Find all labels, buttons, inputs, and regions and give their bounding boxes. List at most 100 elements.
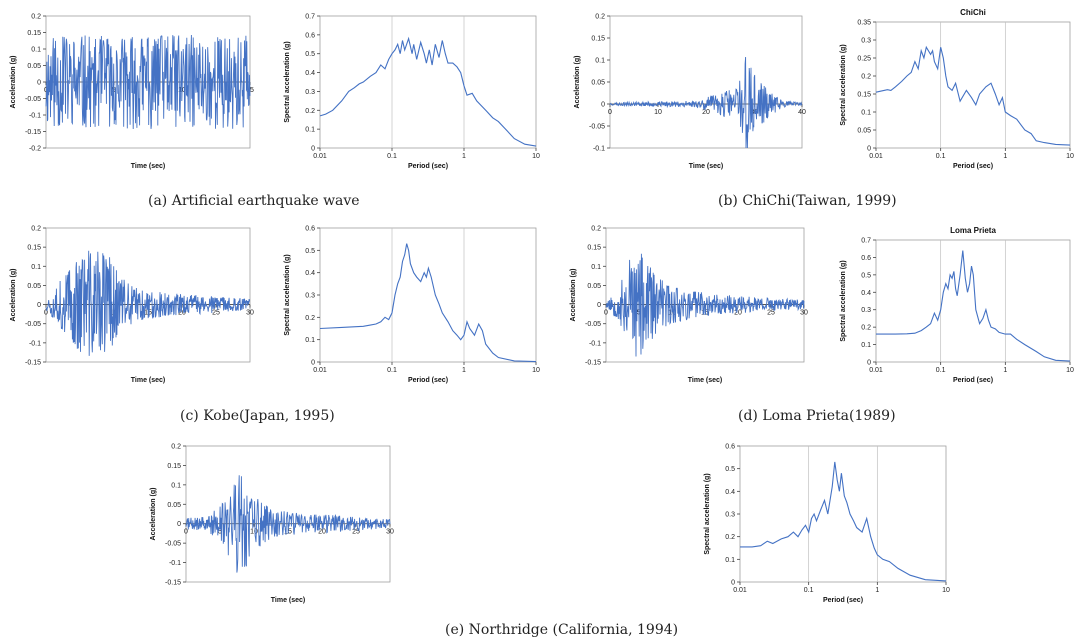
y-axis-label: Acceleration (g) — [10, 56, 17, 109]
plot-area — [875, 239, 1071, 363]
y-tick-label: 0.1 — [305, 127, 315, 134]
x-tick-label: 1 — [462, 153, 466, 160]
x-tick-label: 25 — [767, 310, 775, 317]
y-tick-label: 0.2 — [31, 226, 41, 233]
x-tick-label: 10 — [654, 109, 662, 116]
series-line — [45, 34, 251, 130]
y-tick-label: 0.05 — [27, 283, 41, 290]
y-tick-label: 0.5 — [725, 466, 735, 473]
y-tick-label: 0.15 — [167, 463, 181, 470]
x-tick-label: 10 — [668, 310, 676, 317]
y-tick-label: 0.1 — [171, 482, 181, 489]
x-tick-label: 0.1 — [936, 153, 946, 160]
x-tick-label: 1 — [462, 367, 466, 374]
x-tick-label: 10 — [1066, 153, 1074, 160]
x-tick-label: 10 — [1066, 367, 1074, 374]
chart-e-spectrum: 0 0.1 0.2 0.3 0.4 0.5 0.6 0.01 0.1 1 10 Period (sec… — [704, 444, 950, 605]
y-tick-label: 0 — [311, 146, 315, 153]
series-line — [605, 253, 805, 357]
x-axis-label: Period (sec) — [953, 163, 993, 170]
y-tick-label: 0.2 — [171, 444, 181, 451]
x-tick-label: 1 — [1003, 153, 1007, 160]
y-tick-label: -0.2 — [29, 146, 41, 153]
x-tick-label: 0.01 — [733, 587, 747, 594]
series-line — [319, 36, 537, 147]
plot-area — [875, 21, 1071, 149]
x-axis-label: Period (sec) — [408, 377, 448, 384]
y-tick-label: 0.35 — [857, 20, 871, 27]
y-axis-label: Spectral acceleration (g) — [284, 254, 291, 335]
y-tick-label: -0.15 — [25, 360, 41, 367]
y-tick-label: 0 — [867, 360, 871, 367]
caption-c: (c) Kobe(Japan, 1995) — [180, 408, 335, 424]
chart-title: Loma Prieta — [950, 226, 996, 235]
y-tick-label: 0.15 — [587, 245, 601, 252]
y-tick-label: -0.1 — [593, 146, 605, 153]
y-tick-label: -0.05 — [585, 321, 601, 328]
x-axis-label: Time (sec) — [131, 377, 166, 384]
y-tick-label: 0.15 — [27, 30, 41, 37]
y-axis-label: Acceleration (g) — [570, 269, 577, 322]
y-tick-label: 0.4 — [861, 290, 871, 297]
x-tick-label: 10 — [942, 587, 950, 594]
y-tick-label: 0.5 — [861, 272, 871, 279]
x-axis-label: Period (sec) — [953, 377, 993, 384]
y-tick-label: 0.6 — [305, 32, 315, 39]
y-tick-label: 0 — [177, 521, 181, 528]
x-tick-label: 0.1 — [387, 153, 397, 160]
y-tick-label: 0.6 — [861, 255, 871, 262]
y-tick-label: 0.3 — [725, 512, 735, 519]
y-tick-label: 0.2 — [31, 14, 41, 21]
y-tick-label: 0.3 — [861, 38, 871, 45]
y-tick-label: 0.4 — [725, 489, 735, 496]
y-tick-label: 0.1 — [31, 264, 41, 271]
x-tick-label: 0 — [184, 529, 188, 536]
caption-b: (b) ChiChi(Taiwan, 1999) — [718, 193, 897, 209]
x-tick-label: 10 — [532, 367, 540, 374]
y-tick-label: 0.1 — [595, 58, 605, 65]
y-tick-label: 0.2 — [861, 74, 871, 81]
y-tick-label: 0 — [601, 102, 605, 109]
y-tick-label: 0.05 — [591, 80, 605, 87]
x-tick-label: 30 — [246, 310, 254, 317]
x-tick-label: 0.01 — [869, 153, 883, 160]
y-tick-label: -0.1 — [29, 340, 41, 347]
y-axis-label: Spectral acceleration (g) — [840, 260, 847, 341]
y-tick-label: 0.5 — [305, 248, 315, 255]
x-tick-label: 0.01 — [313, 367, 327, 374]
y-tick-label: 0.05 — [857, 128, 871, 135]
x-tick-label: 20 — [702, 109, 710, 116]
chart-c-spectrum: 0 0.1 0.2 0.3 0.4 0.5 0.6 0.01 0.1 1 10 Period (sec… — [284, 226, 540, 385]
x-tick-label: 0.01 — [869, 367, 883, 374]
x-tick-label: 1 — [875, 587, 879, 594]
y-tick-label: 0.2 — [591, 226, 601, 233]
plot-area — [609, 15, 803, 149]
caption-e: (e) Northridge (California, 1994) — [445, 622, 679, 638]
x-tick-label: 20 — [318, 529, 326, 536]
x-tick-label: 25 — [212, 310, 220, 317]
y-tick-label: 0.4 — [305, 270, 315, 277]
y-tick-label: 0.3 — [861, 307, 871, 314]
series-line — [740, 461, 947, 582]
y-tick-label: 0.1 — [861, 110, 871, 117]
y-tick-label: 0 — [311, 360, 315, 367]
y-tick-label: 0 — [37, 302, 41, 309]
x-axis-label: Time (sec) — [689, 163, 724, 170]
y-tick-label: 0.05 — [587, 283, 601, 290]
x-tick-label: 0 — [604, 310, 608, 317]
y-tick-label: 0.2 — [861, 325, 871, 332]
series-line — [185, 475, 391, 573]
y-axis-label: Spectral acceleration (g) — [840, 44, 847, 125]
y-tick-label: 0.6 — [305, 226, 315, 233]
y-tick-label: 0.05 — [27, 63, 41, 70]
caption-a: (a) Artificial earthquake wave — [148, 193, 360, 209]
x-tick-label: 10 — [250, 529, 258, 536]
y-tick-label: 0.2 — [725, 534, 735, 541]
y-tick-label: 0.2 — [305, 315, 315, 322]
chart-d-spectrum: Loma Prieta 0 0.1 0.2 0.3 0.4 0.5 0.6 0.7 0.01 0.1… — [840, 226, 1074, 384]
x-tick-label: 5 — [218, 529, 222, 536]
